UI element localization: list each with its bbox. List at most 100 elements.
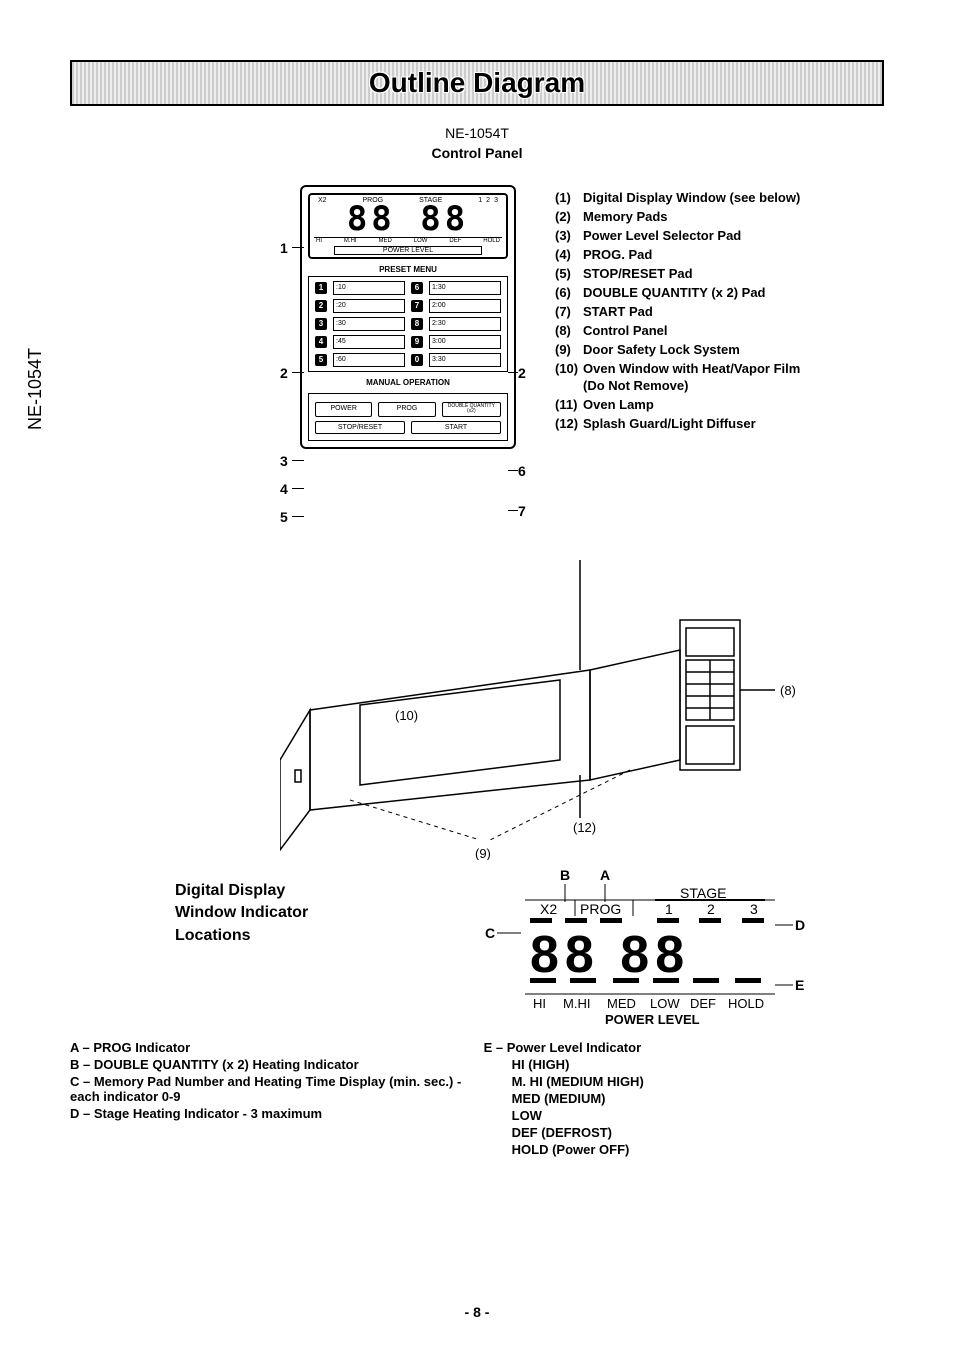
- oven-callout-10: (10): [395, 708, 418, 723]
- legend-row: (4)PROG. Pad: [555, 247, 800, 262]
- definitions-left: A – PROG Indicator B – DOUBLE QUANTITY (…: [70, 1040, 480, 1123]
- preset-key-7: 7: [411, 300, 423, 312]
- preset-key-9: 9: [411, 336, 423, 348]
- preset-key-0: 0: [411, 354, 423, 366]
- ind-B: B: [560, 870, 570, 883]
- svg-text:1: 1: [665, 901, 673, 917]
- manual-operation-header: MANUAL OPERATION: [308, 378, 508, 387]
- control-panel-figure: X2 PROG STAGE 1 2 3 88 88 HI M.HI MED LO…: [300, 185, 516, 449]
- prog-button: PROG: [378, 402, 435, 417]
- svg-text:PROG: PROG: [580, 901, 621, 917]
- oven-svg: (11) (8) (10) (9) (12): [280, 560, 800, 860]
- svg-text:DEF: DEF: [690, 996, 716, 1011]
- definitions: A – PROG Indicator B – DOUBLE QUANTITY (…: [70, 1040, 890, 1159]
- legend-row: (6)DOUBLE QUANTITY (x 2) Pad: [555, 285, 800, 300]
- preset-value-6: 1:30: [429, 281, 501, 295]
- svg-text:MED: MED: [607, 996, 636, 1011]
- oven-callout-9: (9): [475, 846, 491, 860]
- legend-text: Memory Pads: [583, 209, 800, 224]
- preset-value-5: :60: [333, 353, 405, 367]
- legend-text: Splash Guard/Light Diffuser: [583, 416, 800, 431]
- display-digits: 88 88: [314, 204, 502, 235]
- legend-row: (3)Power Level Selector Pad: [555, 228, 800, 243]
- preset-key-2: 2: [315, 300, 327, 312]
- callout-7: 7: [518, 503, 526, 519]
- ind-D: D: [795, 917, 805, 933]
- big-display-figure: B A C D E X2 PROG STAGE 1: [485, 870, 815, 1033]
- definitions-right: E – Power Level Indicator HI (HIGH) M. H…: [484, 1040, 864, 1159]
- callout-1: 1: [280, 240, 288, 256]
- legend-row: (12)Splash Guard/Light Diffuser: [555, 416, 800, 431]
- callout-3: 3: [280, 453, 288, 469]
- oven-figure: (11) (8) (10) (9) (12): [280, 560, 800, 863]
- legend-num: (3): [555, 228, 583, 243]
- legend-num: (4): [555, 247, 583, 262]
- subtitle-model: NE-1054T: [445, 125, 509, 141]
- legend-num: (1): [555, 190, 583, 205]
- legend-num: (2): [555, 209, 583, 224]
- legend-row: (5)STOP/RESET Pad: [555, 266, 800, 281]
- legend-text: Oven Lamp: [583, 397, 800, 412]
- legend-num: (9): [555, 342, 583, 357]
- display-window: X2 PROG STAGE 1 2 3 88 88 HI M.HI MED LO…: [308, 193, 508, 259]
- preset-key-1: 1: [315, 282, 327, 294]
- stop-reset-button: STOP/RESET: [315, 421, 405, 434]
- preset-key-5: 5: [315, 354, 327, 366]
- svg-text:88 88: 88 88: [530, 926, 690, 984]
- page-number: - 8 -: [0, 1304, 954, 1320]
- preset-value-2: :20: [333, 299, 405, 313]
- stage-nums: 1 2 3: [478, 197, 498, 204]
- callout-5: 5: [280, 509, 288, 525]
- legend-text: Power Level Selector Pad: [583, 228, 800, 243]
- svg-text:HI: HI: [533, 996, 546, 1011]
- svg-text:2: 2: [707, 901, 715, 917]
- legend-num: (12): [555, 416, 583, 431]
- legend-text: START Pad: [583, 304, 800, 319]
- legend-row: (11)Oven Lamp: [555, 397, 800, 412]
- preset-value-8: 2:30: [429, 317, 501, 331]
- page-title: Outline Diagram: [357, 67, 597, 99]
- svg-text:STAGE: STAGE: [680, 885, 726, 901]
- legend-num: (6): [555, 285, 583, 300]
- page: Outline Diagram NE-1054T NE-1054T Contro…: [0, 0, 954, 1350]
- svg-text:HOLD: HOLD: [728, 996, 764, 1011]
- subtitle-label: Control Panel: [431, 145, 522, 161]
- svg-text:POWER LEVEL: POWER LEVEL: [605, 1012, 700, 1027]
- callout-6: 6: [518, 463, 526, 479]
- manual-operation-box: POWER PROG DOUBLE QUANTITY (x2) STOP/RES…: [308, 393, 508, 441]
- legend-text: STOP/RESET Pad: [583, 266, 800, 281]
- preset-key-3: 3: [315, 318, 327, 330]
- legend-row: (8)Control Panel: [555, 323, 800, 338]
- preset-value-0: 3:30: [429, 353, 501, 367]
- title-bar: Outline Diagram: [70, 60, 884, 106]
- legend-row: (10)Oven Window with Heat/Vapor Film: [555, 361, 800, 376]
- ind-A: A: [600, 870, 610, 883]
- display-indicator-section: Digital Display Window Indicator Locatio…: [175, 880, 815, 947]
- legend-text: Control Panel: [583, 323, 800, 338]
- legend-subtext: (Do Not Remove): [583, 378, 800, 393]
- legend-num: (5): [555, 266, 583, 281]
- preset-menu-header: PRESET MENU: [308, 265, 508, 274]
- side-model-label: NE-1054T: [25, 348, 46, 430]
- preset-grid: 1:1061:302:2072:003:3082:304:4593:005:60…: [308, 276, 508, 372]
- preset-value-9: 3:00: [429, 335, 501, 349]
- preset-key-8: 8: [411, 318, 423, 330]
- legend-row: (1)Digital Display Window (see below): [555, 190, 800, 205]
- svg-text:LOW: LOW: [650, 996, 680, 1011]
- callout-2l: 2: [280, 365, 288, 381]
- double-qty-button: DOUBLE QUANTITY (x2): [442, 402, 501, 417]
- legend-text: Oven Window with Heat/Vapor Film: [583, 361, 800, 376]
- preset-value-7: 2:00: [429, 299, 501, 313]
- legend-row: (7)START Pad: [555, 304, 800, 319]
- preset-key-6: 6: [411, 282, 423, 294]
- power-button: POWER: [315, 402, 372, 417]
- preset-key-4: 4: [315, 336, 327, 348]
- preset-value-1: :10: [333, 281, 405, 295]
- callout-2r: 2: [518, 365, 526, 381]
- oven-callout-12: (12): [573, 820, 596, 835]
- manual-row-2: STOP/RESET START: [315, 421, 501, 434]
- preset-value-3: :30: [333, 317, 405, 331]
- legend-num: (8): [555, 323, 583, 338]
- svg-text:X2: X2: [540, 901, 557, 917]
- svg-text:M.HI: M.HI: [563, 996, 590, 1011]
